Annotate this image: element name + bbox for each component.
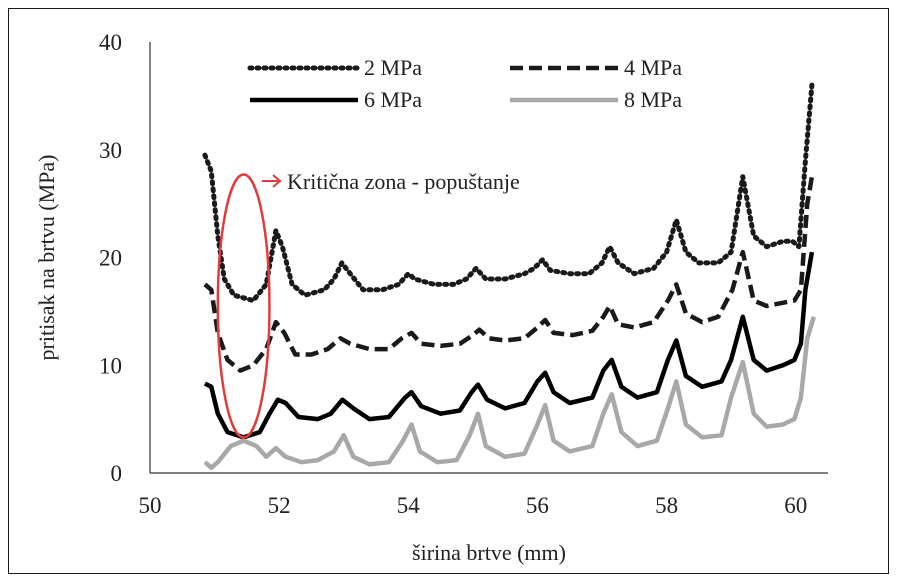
x-tick-label: 54	[397, 493, 421, 518]
x-tick-label: 58	[655, 493, 678, 518]
annotation-layer: Kritična zona - popuštanje	[216, 169, 520, 439]
legend-label-3: 6 MPa	[364, 87, 422, 112]
y-tick-label: 10	[99, 353, 122, 378]
series-layer	[202, 82, 816, 470]
x-tick-label: 60	[784, 493, 807, 518]
x-tick-label: 56	[526, 493, 549, 518]
annotation-text: Kritična zona - popuštanje	[287, 169, 520, 194]
legend-label-4: 8 MPa	[624, 87, 682, 112]
legend-label-2: 4 MPa	[624, 55, 682, 80]
x-axis-label: širina brtve (mm)	[412, 540, 566, 565]
x-tick-label: 50	[139, 493, 162, 518]
series-line-2	[203, 176, 815, 373]
legend-label-1: 2 MPa	[364, 55, 422, 80]
series-line-1	[202, 82, 815, 304]
y-tick-labels: 0 10 20 30 40	[99, 30, 122, 486]
axes	[149, 42, 828, 474]
x-tick-label: 52	[268, 493, 291, 518]
chart-frame	[8, 8, 889, 574]
annotation-arrow-head	[272, 174, 282, 188]
y-tick-label: 20	[99, 246, 122, 271]
y-tick-label: 0	[111, 461, 123, 486]
y-tick-label: 40	[99, 30, 122, 55]
legend: 2 MPa 4 MPa 6 MPa 8 MPa	[247, 55, 682, 112]
y-tick-label: 30	[99, 138, 122, 163]
critical-zone-ellipse	[216, 173, 271, 439]
series-line-4	[203, 316, 816, 470]
series-line-3	[203, 251, 815, 440]
x-tick-labels: 50 52 54 56 58 60	[139, 493, 808, 518]
y-axis-label: pritisak na brtvu (MPa)	[34, 155, 59, 361]
